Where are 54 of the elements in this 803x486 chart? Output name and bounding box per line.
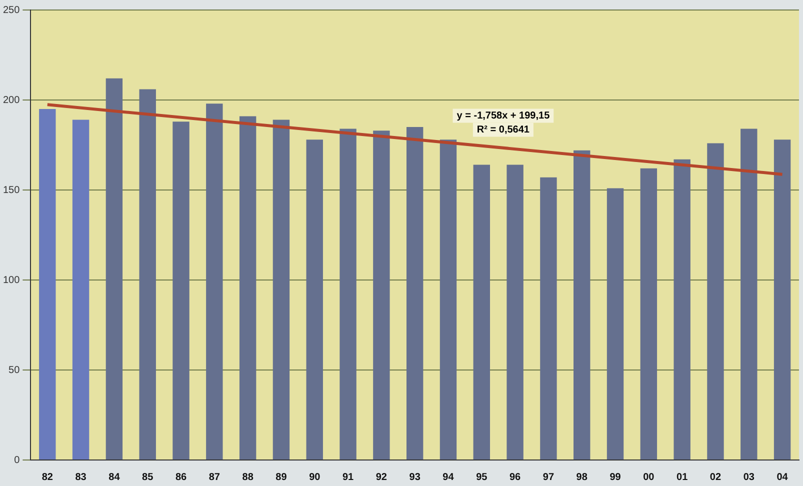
bar	[72, 120, 90, 460]
x-tick-label: 96	[509, 472, 522, 483]
y-tick-label: 250	[2, 4, 20, 16]
bar	[172, 122, 190, 460]
x-tick-label: 93	[409, 472, 421, 483]
bar	[239, 116, 256, 460]
bar	[39, 109, 56, 460]
x-tick-label: 88	[242, 472, 254, 483]
bar	[440, 140, 457, 460]
bar	[340, 128, 356, 460]
x-tick-label: 94	[442, 472, 454, 483]
y-tick-label: 150	[2, 184, 20, 196]
x-tick-label: 97	[542, 472, 554, 483]
bar	[272, 120, 290, 460]
bar	[473, 164, 490, 460]
x-tick-label: 89	[276, 472, 288, 483]
x-tick-label: 92	[376, 472, 388, 483]
bar	[540, 177, 557, 460]
x-tick-label: 87	[208, 472, 220, 483]
y-tick-label: 100	[2, 274, 20, 286]
x-tick-label: 90	[309, 472, 321, 483]
x-tick-label: 84	[108, 472, 120, 483]
bar	[606, 188, 624, 460]
bar	[139, 89, 156, 460]
x-tick-label: 99	[610, 472, 622, 483]
x-tick-label: 82	[42, 472, 54, 483]
x-tick-label: 01	[676, 472, 688, 483]
x-tick-label: 02	[710, 472, 722, 483]
bar	[306, 140, 323, 460]
x-tick-label: 86	[175, 472, 188, 483]
x-tick-label: 00	[643, 472, 655, 483]
x-tick-label: 91	[342, 472, 354, 483]
x-tick-label: 95	[476, 472, 488, 483]
x-tick-label: 03	[743, 472, 755, 483]
x-tick-label: 85	[142, 472, 154, 483]
annotation: y = -1,758x + 199,15	[456, 110, 550, 122]
annotation: R² = 0,5641	[476, 124, 530, 136]
bar	[106, 78, 123, 460]
y-tick-label: 0	[14, 454, 20, 466]
bar	[640, 168, 658, 460]
x-tick-label: 98	[576, 472, 588, 483]
bar	[774, 140, 791, 460]
bar	[707, 143, 724, 460]
y-tick-label: 200	[2, 94, 20, 106]
x-tick-label: 04	[776, 472, 788, 483]
x-tick-label: 83	[75, 472, 87, 483]
y-tick-label: 50	[8, 364, 20, 376]
bar	[406, 127, 424, 460]
bar	[574, 150, 590, 460]
bar	[674, 159, 690, 460]
bar	[740, 128, 758, 460]
bar	[206, 104, 223, 460]
bar	[373, 130, 390, 460]
bar	[506, 164, 524, 460]
